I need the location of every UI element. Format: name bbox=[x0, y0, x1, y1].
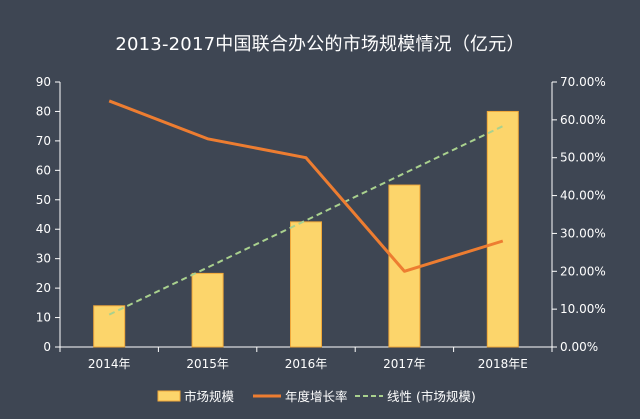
y-left-tick-label: 50 bbox=[36, 193, 51, 207]
y-right-tick-label: 20.00% bbox=[560, 264, 606, 278]
legend-label-trend: 线性 (市场规模) bbox=[387, 389, 476, 404]
bar bbox=[93, 305, 126, 348]
y-right-tick-label: 0.00% bbox=[560, 340, 598, 354]
x-tick-label: 2014年 bbox=[88, 357, 131, 371]
y-left-tick-label: 0 bbox=[43, 340, 51, 354]
growth-rate-line bbox=[108, 99, 504, 273]
y-right-tick-label: 30.00% bbox=[560, 226, 606, 240]
y-left-tick-label: 10 bbox=[36, 311, 51, 325]
y-left-tick-label: 30 bbox=[36, 252, 51, 266]
legend-label-line: 年度增长率 bbox=[285, 389, 348, 404]
chart-title: 2013-2017中国联合办公的市场规模情况（亿元） bbox=[115, 34, 525, 55]
y-right-tick-label: 40.00% bbox=[560, 189, 606, 203]
y-left-tick-label: 20 bbox=[36, 281, 51, 295]
y-right-tick-label: 70.00% bbox=[560, 75, 606, 89]
bar bbox=[191, 272, 224, 348]
bar bbox=[486, 110, 519, 348]
bar bbox=[290, 221, 322, 348]
y-right-tick-label: 60.00% bbox=[560, 113, 606, 127]
y-left-tick-label: 80 bbox=[36, 104, 51, 118]
y-left-tick-label: 70 bbox=[36, 134, 51, 148]
y-left-tick-label: 40 bbox=[36, 222, 51, 236]
x-tick-label: 2017年 bbox=[383, 357, 426, 371]
x-tick-label: 2016年 bbox=[285, 357, 328, 371]
trend-line bbox=[108, 125, 504, 316]
legend-swatch-bar bbox=[157, 390, 181, 402]
y-left-tick-label: 60 bbox=[36, 163, 51, 177]
y-right-tick-label: 10.00% bbox=[560, 302, 606, 316]
x-tick-label: 2015年 bbox=[186, 357, 229, 371]
y-right-tick-label: 50.00% bbox=[560, 151, 606, 165]
legend-label-bar: 市场规模 bbox=[184, 389, 235, 404]
y-left-tick-label: 90 bbox=[36, 75, 51, 89]
bar bbox=[388, 184, 421, 348]
x-tick-label: 2018年E bbox=[478, 357, 528, 371]
